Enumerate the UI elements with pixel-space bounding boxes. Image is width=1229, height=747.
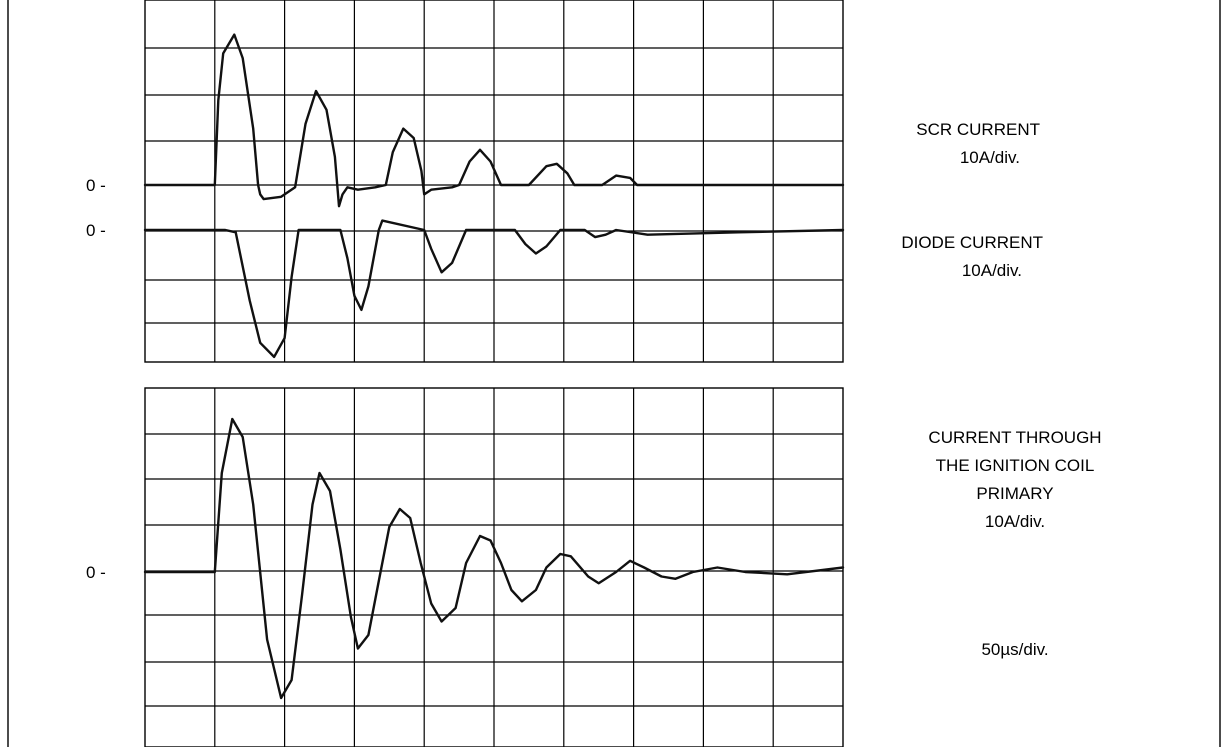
bottom-oscilloscope-plot: 0 - [86, 387, 845, 747]
scr-scale-label: 10A/div. [960, 148, 1020, 167]
top-plot-grid [145, 0, 843, 362]
bottom-plot-grid [145, 388, 843, 747]
scr-current-trace [143, 33, 845, 208]
coil-zero-marker: 0 - [86, 563, 106, 582]
top-oscilloscope-plot: 0 - 0 - [86, 0, 845, 363]
scr-zero-marker: 0 - [86, 176, 106, 195]
coil-label-line-1: CURRENT THROUGH [928, 428, 1101, 447]
diode-zero-marker: 0 - [86, 221, 106, 240]
diode-current-trace [143, 219, 845, 359]
diode-current-label: DIODE CURRENT [901, 233, 1043, 252]
scr-current-label: SCR CURRENT [916, 120, 1040, 139]
coil-label-line-2: THE IGNITION COIL [936, 456, 1095, 475]
coil-scale-label: 10A/div. [985, 512, 1045, 531]
timebase-label: 50µs/div. [981, 640, 1048, 659]
diode-scale-label: 10A/div. [962, 261, 1022, 280]
coil-current-trace [143, 417, 845, 700]
coil-label-line-3: PRIMARY [976, 484, 1053, 503]
